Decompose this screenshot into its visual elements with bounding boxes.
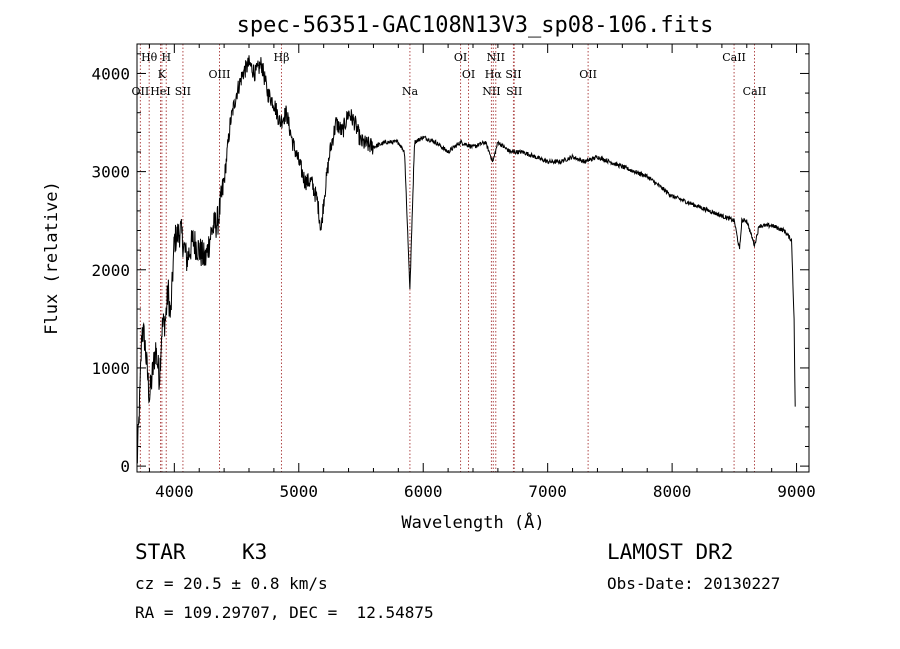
spectral-line-label: NII [487,51,505,64]
spectral-line-label: Na [402,85,419,98]
y-axis-ticks: 0 1000 2000 3000 4000 [91,53,809,476]
y-tick-label: 2000 [91,261,130,280]
y-tick-label: 0 [120,457,130,476]
spectral-line-label: K [158,68,167,81]
spectral-line-label: CaII [722,51,746,64]
y-tick-label: 1000 [91,359,130,378]
x-tick-label: 7000 [528,482,567,501]
spectral-line-label: Hθ [141,51,158,64]
spectral-line-label: OI [462,68,475,81]
y-axis-label: Flux (relative) [42,181,62,335]
chart-title: spec-56351-GAC108N13V3_sp08-106.fits [237,13,714,38]
x-tick-label: 5000 [280,482,319,501]
x-axis-label: Wavelength (Å) [401,511,544,533]
spectral-line-label: SII [505,68,521,81]
x-axis-ticks: 4000 5000 6000 7000 8000 9000 [148,44,816,501]
spectral-line-label: Hα [485,68,503,81]
spectral-line-markers [139,44,755,472]
y-tick-label: 4000 [91,64,130,83]
y-tick-label: 3000 [91,163,130,182]
spectral-line-label: OIII [208,68,230,81]
velocity-readout: cz = 20.5 ± 0.8 km/s [135,574,328,593]
spectral-line-label: HeI [150,85,170,98]
spectral-line-label: OII [132,85,150,98]
x-tick-label: 4000 [155,482,194,501]
spectral-line-label: Hβ [274,51,290,64]
object-subclass: K3 [242,540,268,564]
x-tick-label: 9000 [777,482,816,501]
spectral-line-label: NII [482,85,500,98]
spectral-line-label: CaII [743,85,767,98]
coordinates-readout: RA = 109.29707, DEC = 12.54875 [135,603,434,622]
observation-date: Obs-Date: 20130227 [607,574,781,593]
spectrum-line [136,55,796,464]
spectral-line-label: OI [454,51,467,64]
x-tick-label: 6000 [404,482,443,501]
spectral-line-label: SII [506,85,522,98]
spectral-line-label: H [161,51,171,64]
object-class: STAR [135,540,186,564]
survey-name: LAMOST DR2 [607,540,734,564]
x-tick-label: 8000 [653,482,692,501]
plot-frame [136,43,810,473]
spectral-line-label: OII [579,68,597,81]
spectral-line-label: SII [175,85,191,98]
